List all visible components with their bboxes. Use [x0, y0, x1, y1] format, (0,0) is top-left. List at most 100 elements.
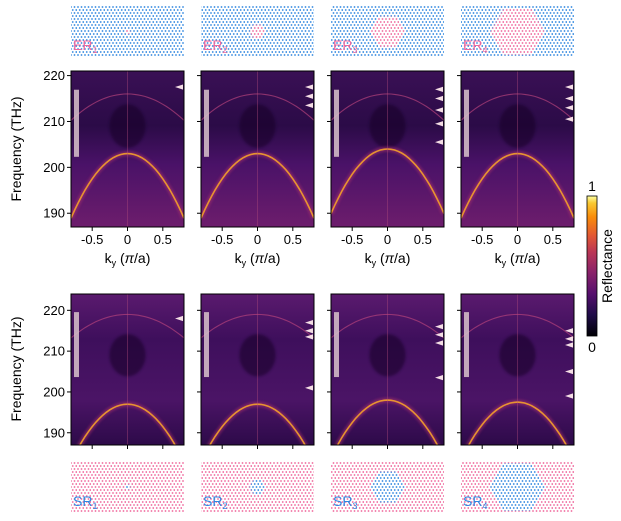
edge-state-marker — [435, 95, 443, 102]
colorbar-min-label: 0 — [588, 339, 596, 355]
inset-label: ER3 — [333, 37, 357, 55]
edge-state-marker — [565, 95, 573, 102]
bulk-side-bar — [464, 312, 469, 378]
y-tick-label: 220 — [43, 303, 65, 318]
x-axis-label: ky (π/a) — [105, 250, 151, 268]
y-axis-label: Frequency (THz) — [8, 96, 24, 201]
x-tick-label: 0 — [514, 232, 521, 247]
x-tick-label: -0.5 — [81, 232, 103, 247]
band-map-panel: -0.5 0 0.5ky (π/a) — [327, 70, 445, 268]
y-tick-label: 190 — [43, 206, 65, 221]
lattice-inset — [71, 6, 184, 57]
y-tick-label: 200 — [43, 384, 65, 399]
x-tick-label: 0.5 — [154, 232, 172, 247]
edge-state-marker — [565, 84, 573, 90]
band-map-panel — [197, 293, 315, 449]
edge-state-marker — [435, 86, 443, 92]
inset-label: ER1 — [73, 37, 97, 55]
inset-label: SR4 — [463, 493, 487, 511]
edge-state-marker — [305, 328, 313, 334]
x-tick-label: 0 — [124, 232, 131, 247]
band-map-panel: 220 210 200 190 — [43, 293, 185, 449]
edge-state-marker — [435, 121, 443, 127]
x-tick-label: -0.5 — [341, 232, 363, 247]
inset-label: SR3 — [333, 493, 357, 511]
y-tick-label: 210 — [43, 114, 65, 129]
y-tick-label: 200 — [43, 160, 65, 175]
x-axis-label: ky (π/a) — [495, 250, 541, 268]
x-axis-label: ky (π/a) — [365, 250, 411, 268]
lattice-inset — [461, 6, 574, 57]
edge-state-marker — [435, 139, 443, 145]
band-map-panel: 220 210 200 190 -0.5 0 0.5ky (π/a) — [43, 68, 185, 268]
bulk-side-bar — [204, 312, 209, 378]
bulk-side-bar — [204, 89, 209, 157]
y-tick-label: 220 — [43, 68, 65, 83]
x-axis-label: ky (π/a) — [235, 250, 281, 268]
lattice-inset — [331, 461, 444, 513]
lattice-inset — [201, 461, 314, 513]
colorbar: 1 0 Reflectance — [586, 178, 615, 355]
colorbar-max-label: 1 — [588, 178, 596, 194]
hexagonal-region — [490, 8, 545, 55]
edge-state-marker — [435, 107, 443, 113]
bulk-side-bar — [74, 89, 79, 157]
band-map-panel: -0.5 0 0.5ky (π/a) — [457, 70, 575, 268]
bulk-side-bar — [334, 89, 339, 157]
hexagonal-region — [490, 463, 545, 511]
lattice-inset — [461, 461, 574, 513]
y-tick-label: 190 — [43, 425, 65, 440]
bulk-side-bar — [334, 312, 339, 378]
x-tick-label: -0.5 — [211, 232, 233, 247]
colorbar-gradient — [586, 195, 598, 337]
hexagonal-region — [249, 24, 266, 39]
band-map-panel: -0.5 0 0.5ky (π/a) — [197, 70, 315, 268]
edge-state-marker — [435, 332, 443, 338]
bulk-side-bar — [464, 89, 469, 157]
x-tick-label: 0.5 — [414, 232, 432, 247]
lattice-inset — [71, 461, 184, 513]
edge-state-marker — [435, 324, 443, 330]
inset-label: ER2 — [203, 37, 227, 55]
inset-label: SR1 — [73, 493, 97, 511]
edge-state-marker — [305, 102, 313, 109]
edge-state-marker — [305, 84, 313, 90]
edge-state-marker — [565, 368, 573, 375]
edge-state-marker — [175, 84, 183, 90]
edge-state-marker — [565, 328, 573, 334]
edge-state-marker — [565, 342, 573, 348]
colorbar-label: Reflectance — [599, 229, 615, 303]
lattice-inset — [201, 6, 314, 57]
hexagonal-region — [124, 484, 131, 490]
edge-state-marker — [175, 315, 183, 322]
x-tick-label: 0 — [254, 232, 261, 247]
edge-state-marker — [565, 105, 573, 111]
edge-state-marker — [435, 375, 443, 381]
edge-state-marker — [565, 116, 573, 122]
edge-state-marker — [305, 385, 313, 391]
bulk-side-bar — [74, 312, 79, 378]
x-tick-label: 0.5 — [284, 232, 302, 247]
inset-label: SR2 — [203, 493, 227, 511]
inset-label: ER4 — [463, 37, 487, 55]
x-tick-label: 0.5 — [544, 232, 562, 247]
edge-state-marker — [305, 334, 313, 340]
hexagonal-region — [249, 480, 266, 494]
lattice-inset — [331, 6, 444, 57]
x-tick-label: -0.5 — [471, 232, 493, 247]
edge-state-marker — [565, 336, 573, 342]
sr-row: 220 210 200 190 SR1 SR2 SR3 SR4 Frequency (THz) — [8, 293, 575, 513]
edge-state-marker — [565, 393, 573, 399]
band-map-panel — [327, 293, 445, 449]
edge-state-marker — [435, 340, 443, 346]
edge-state-marker — [305, 319, 313, 326]
edge-state-marker — [305, 93, 313, 99]
hexagonal-region — [369, 471, 406, 503]
x-tick-label: 0 — [384, 232, 391, 247]
hexagonal-region — [124, 28, 131, 35]
y-tick-label: 210 — [43, 344, 65, 359]
hexagonal-region — [370, 16, 405, 47]
band-map-panel — [457, 293, 575, 449]
